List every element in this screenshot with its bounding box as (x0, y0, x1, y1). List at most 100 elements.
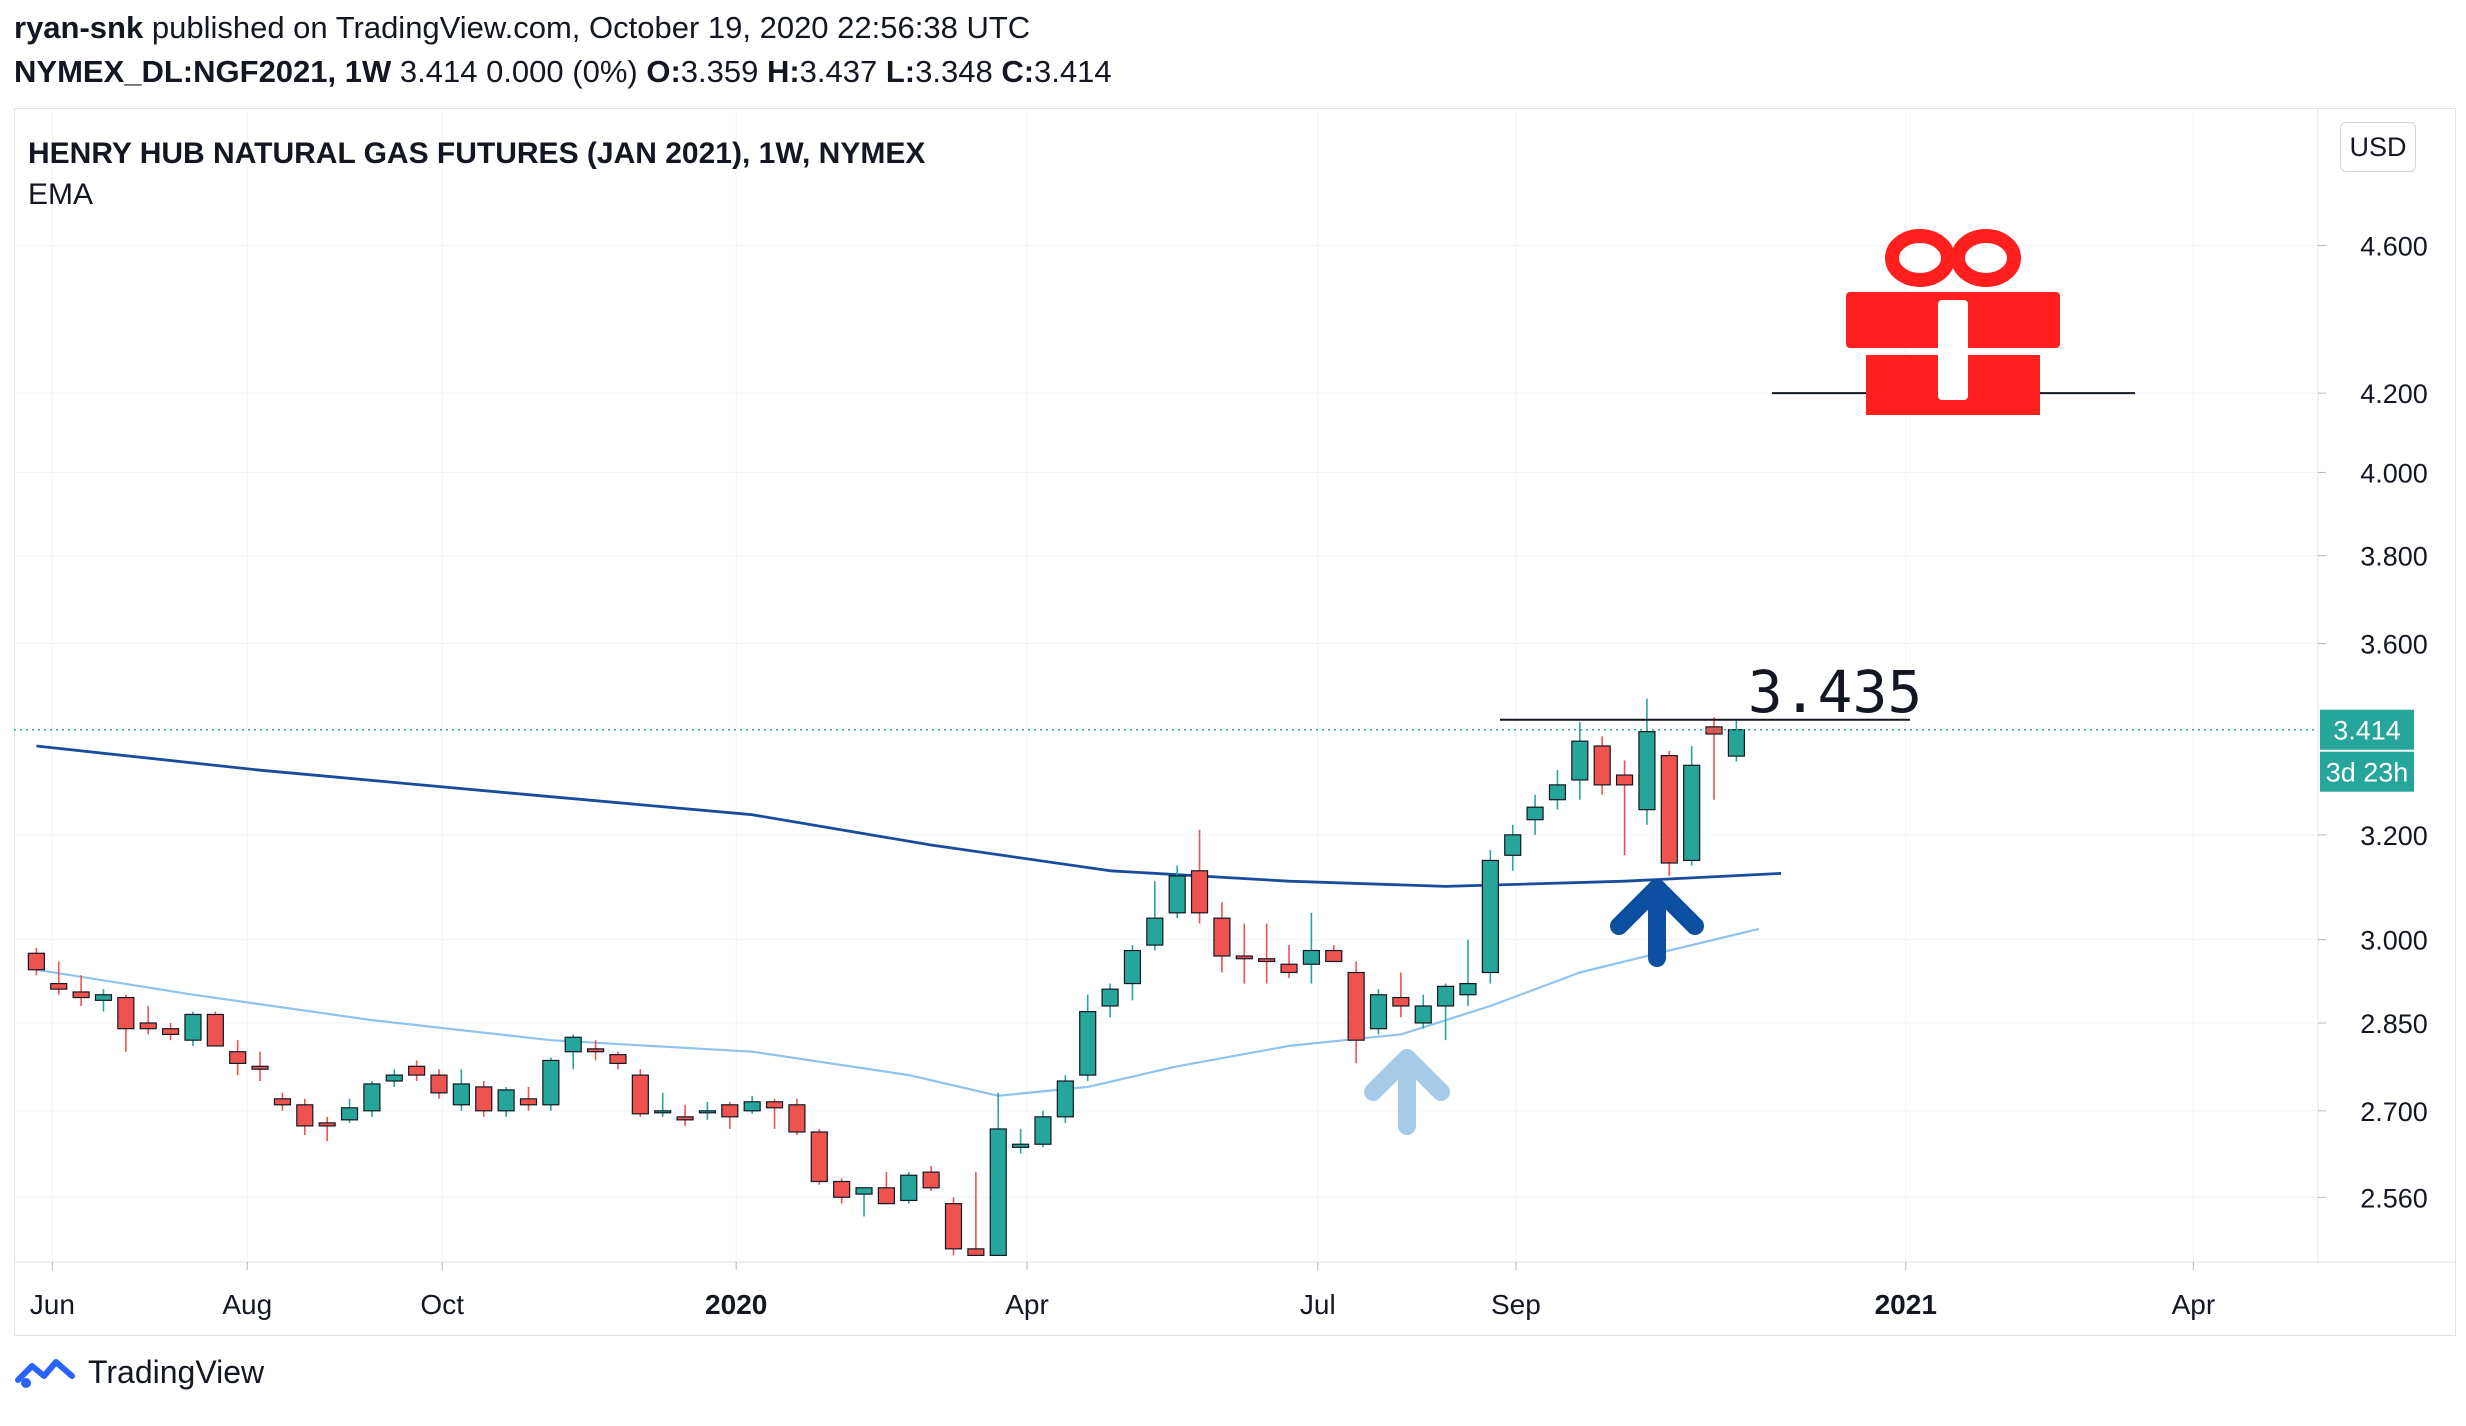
candle (542, 1057, 560, 1111)
candle (1526, 794, 1544, 835)
open-label: O: (646, 54, 681, 89)
candle-layer (27, 698, 1746, 1257)
candle (833, 1178, 851, 1204)
candle (273, 1092, 292, 1111)
candle-body (475, 1086, 493, 1112)
candle-body (1638, 731, 1656, 811)
candle (385, 1069, 403, 1087)
candle-body (967, 1248, 985, 1257)
candle-body (922, 1171, 940, 1189)
candle-body (765, 1101, 784, 1109)
candle (1325, 945, 1343, 963)
gift-icon (1846, 229, 2060, 415)
candle-body (1593, 745, 1611, 786)
candle (1347, 961, 1365, 1064)
gift-bow-left (1885, 229, 1955, 287)
high-label: H: (758, 54, 800, 89)
tradingview-logo-icon[interactable] (14, 1352, 78, 1392)
candle (161, 1022, 180, 1041)
y-tick-label: 3.200 (2360, 821, 2428, 851)
candle-body (810, 1131, 828, 1183)
candle-body (251, 1065, 269, 1070)
y-tick-label: 2.700 (2360, 1097, 2428, 1127)
candle-body (1325, 949, 1343, 963)
y-tick-label: 3.800 (2360, 542, 2428, 572)
footer-branding: TradingView (14, 1352, 264, 1392)
candle-body (698, 1110, 717, 1114)
candle (296, 1098, 314, 1136)
candle-body (1414, 1005, 1432, 1024)
candle (1548, 770, 1567, 810)
candle (1079, 994, 1097, 1082)
candle-body (1213, 917, 1231, 957)
close-label: C: (992, 54, 1035, 89)
high-value: 3.437 (799, 54, 878, 89)
candle-body (363, 1083, 381, 1112)
ema-layer (36, 744, 1782, 1097)
candle-body (1459, 982, 1477, 996)
candle-body (1504, 834, 1522, 856)
ema-long-line (36, 744, 1782, 888)
candle (1481, 850, 1499, 984)
candle (1056, 1075, 1074, 1123)
candle (743, 1095, 761, 1114)
candle (967, 1172, 985, 1257)
candle (855, 1187, 873, 1217)
candle-body (1392, 996, 1410, 1007)
candle (810, 1128, 828, 1185)
annotation-layer: 3.414 3d 23h 3.435 (14, 229, 2414, 1135)
candle (944, 1197, 963, 1256)
candle-body (1369, 994, 1388, 1030)
y-tick-label: 3.000 (2360, 926, 2428, 956)
candle-body (1258, 958, 1276, 963)
chart-title: HENRY HUB NATURAL GAS FUTURES (JAN 2021)… (28, 137, 925, 170)
candle-body (50, 982, 68, 990)
candle-body (497, 1089, 515, 1112)
y-tick-label: 2.850 (2360, 1009, 2428, 1039)
candle-body (855, 1187, 873, 1195)
candle (27, 947, 45, 976)
candle (184, 1011, 202, 1046)
open-value: 3.359 (680, 54, 759, 89)
ohlc-summary: NYMEX_DL:NGF2021, 1W 3.414 0.000 (0%) O:… (14, 54, 1112, 90)
x-tick-label: Aug (222, 1289, 272, 1320)
candle-body (27, 952, 45, 971)
candle-body (721, 1104, 739, 1118)
candle-body (1727, 729, 1746, 757)
candle-body (1302, 949, 1320, 965)
candle (1437, 983, 1455, 1041)
y-tick-label: 3.600 (2360, 630, 2428, 660)
candle-body (1437, 985, 1455, 1007)
candle-body (161, 1028, 180, 1036)
candle (922, 1165, 940, 1191)
last-price-tag (2320, 709, 2414, 750)
candle-body (788, 1104, 806, 1133)
candle (989, 1092, 1007, 1257)
tradingview-brand[interactable]: TradingView (88, 1353, 265, 1390)
low-value: 3.348 (915, 54, 993, 89)
candle-body (900, 1174, 918, 1202)
candle-body (1615, 774, 1634, 786)
candle (564, 1034, 582, 1070)
candle-body (1101, 988, 1119, 1007)
candle (721, 1101, 739, 1129)
candle (1190, 829, 1209, 924)
candle (1146, 881, 1164, 951)
candle-body (944, 1203, 963, 1250)
currency-button[interactable]: USD (2340, 122, 2416, 172)
candle (1504, 824, 1522, 871)
candle-body (519, 1098, 538, 1106)
candle (206, 1011, 224, 1047)
candle (72, 975, 90, 1006)
author-name[interactable]: ryan-snk (14, 10, 144, 45)
candle (1392, 972, 1410, 1018)
last-price-label: 3.414 (2333, 716, 2401, 746)
candle-body (452, 1083, 470, 1106)
candle (1615, 760, 1634, 856)
candle (1034, 1110, 1052, 1148)
indicator-label[interactable]: EMA (28, 178, 93, 211)
candle-body (1280, 963, 1298, 974)
y-tick-label: 4.000 (2360, 458, 2428, 488)
candle (251, 1051, 269, 1082)
